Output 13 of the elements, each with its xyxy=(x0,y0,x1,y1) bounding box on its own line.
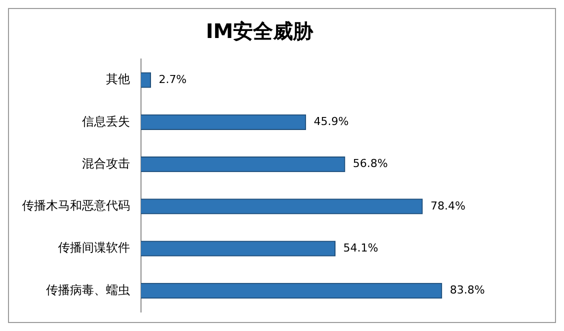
y-tick-label: 传播木马和恶意代码 xyxy=(22,198,130,213)
y-tick-label: 混合攻击 xyxy=(82,156,130,170)
y-tick-label: 信息丢失 xyxy=(82,114,130,128)
data-label: 83.8% xyxy=(450,284,485,297)
data-label: 2.7% xyxy=(158,72,187,86)
data-label: 78.4% xyxy=(430,199,466,212)
data-label: 45.9% xyxy=(314,115,349,128)
data-label: 54.1% xyxy=(343,241,378,254)
y-tick-label: 其他 xyxy=(106,72,130,86)
y-tick-label: 传播病毒、蠕虫 xyxy=(46,282,130,297)
y-tick-label: 传播间谍软件 xyxy=(58,240,130,255)
data-label: 56.8% xyxy=(352,157,388,170)
chart-title: IM安全威胁 xyxy=(206,19,314,44)
